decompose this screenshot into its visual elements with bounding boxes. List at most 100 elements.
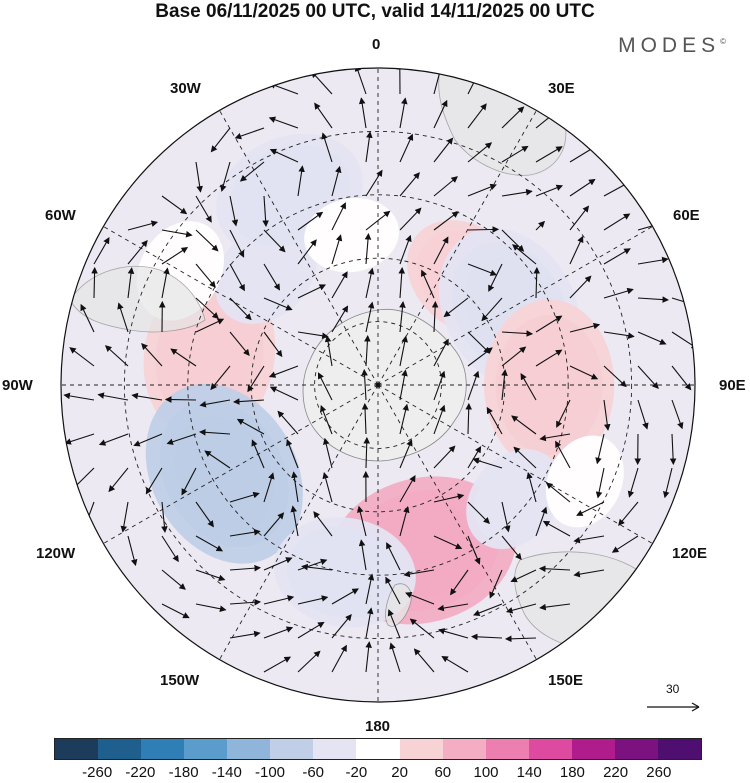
wind-arrow [505, 603, 537, 614]
colorbar-tick-label: -220 [125, 764, 156, 781]
wind-arrow [263, 297, 293, 311]
wind-arrow [164, 396, 197, 403]
colorbar-tick-label: 180 [559, 764, 585, 781]
wind-arrow [262, 195, 269, 228]
wind-arrow [409, 618, 435, 639]
colorbar-tick-label: 100 [473, 764, 499, 781]
colorbar-swatch [442, 739, 486, 759]
wind-arrow [365, 573, 375, 605]
wind-arrow [501, 145, 529, 163]
wind-arrow [210, 127, 231, 153]
wind-arrow [297, 284, 327, 299]
wind-arrow [467, 535, 481, 565]
latitude-circle [314, 321, 442, 449]
wind-arrow [399, 133, 414, 163]
wind-arrow [229, 195, 239, 227]
colorbar-tick-label: 220 [603, 764, 629, 781]
lon-label-60w: 60W [45, 207, 76, 224]
wind-arrow [318, 372, 333, 401]
wind-arrow [354, 68, 367, 95]
wind-arrow [331, 588, 359, 605]
wind-arrow [433, 445, 456, 469]
wind-arrow [322, 437, 333, 469]
wind-arrow [331, 644, 347, 673]
wind-arrow [229, 229, 245, 258]
wind-arrow [331, 614, 352, 639]
wind-arrow [321, 132, 333, 163]
wind-arrow [618, 501, 639, 526]
wind-arrow [291, 471, 299, 503]
wind-arrow [161, 569, 186, 590]
wind-arrow [98, 433, 129, 446]
wind-arrow [467, 103, 487, 129]
wind-arrow [433, 370, 446, 401]
wind-arrow [229, 598, 262, 606]
wind-arrow [511, 415, 537, 435]
wind-arrow [365, 267, 375, 299]
wind-arrow [389, 642, 401, 673]
wind-arrow [268, 365, 299, 378]
wind-arrow [63, 392, 95, 401]
colorbar-swatch [614, 739, 658, 759]
wind-arrow [127, 267, 135, 299]
wind-arrow [671, 399, 684, 430]
lon-label-60e: 60E [673, 207, 700, 224]
wind-arrow [470, 633, 503, 641]
colorbar-swatch [528, 739, 572, 759]
lon-label-0: 0 [372, 36, 381, 53]
lon-label-120e: 120E [672, 545, 708, 562]
wind-arrow [603, 287, 634, 299]
colorbar-tick-label: 140 [516, 764, 542, 781]
wind-arrow [535, 315, 563, 333]
wind-arrow [433, 493, 465, 503]
wind-arrow [437, 603, 469, 612]
lon-label-120w: 120W [36, 545, 76, 562]
wind-arrow [637, 256, 669, 265]
wind-arrow [195, 501, 214, 528]
wind-arrow [603, 331, 635, 339]
wind-arrow [232, 398, 265, 405]
wind-arrow [127, 220, 159, 231]
latitude-circle [187, 194, 569, 576]
wind-arrow [433, 99, 448, 129]
wind-arrow [286, 438, 299, 469]
wind-arrow [263, 331, 283, 358]
brand-mark: © [720, 37, 726, 46]
wind-arrow [297, 650, 321, 673]
colorbar-swatch [227, 739, 271, 759]
wind-arrow [501, 188, 533, 197]
wind-arrow [297, 239, 317, 265]
wind-arrow [161, 229, 193, 238]
wind-arrow [465, 402, 473, 435]
wind-arrow [467, 263, 498, 276]
wind-arrow [595, 433, 605, 465]
wind-arrow [535, 220, 546, 231]
wind-arrow [358, 539, 367, 571]
wind-arrow [398, 266, 406, 299]
wind-arrow [538, 565, 571, 573]
wind-arrow [263, 512, 285, 537]
wind-arrow [555, 440, 571, 469]
wind-arrow [297, 165, 305, 197]
wind-arrow [263, 472, 275, 503]
wind-arrow [467, 226, 500, 233]
wind-arrow [314, 102, 333, 129]
colorbar-swatch [399, 739, 443, 759]
colorbar-tick-label: -180 [168, 764, 199, 781]
wind-arrow [131, 392, 163, 401]
wind-arrow [467, 446, 482, 469]
wind-arrow [145, 467, 163, 495]
wind-arrow [569, 275, 592, 299]
wind-arrow [399, 335, 408, 367]
wind-arrow [269, 148, 299, 163]
wind-arrow [322, 471, 333, 503]
wind-arrow [263, 595, 295, 605]
colorbar-swatch [356, 739, 400, 759]
wind-arrow [433, 176, 458, 197]
wind-arrow [239, 161, 265, 182]
wind-arrow [399, 301, 406, 333]
wind-arrow [627, 467, 639, 498]
wind-arrow [473, 603, 503, 617]
wind-arrow [195, 263, 216, 288]
wind-arrow [91, 266, 98, 299]
